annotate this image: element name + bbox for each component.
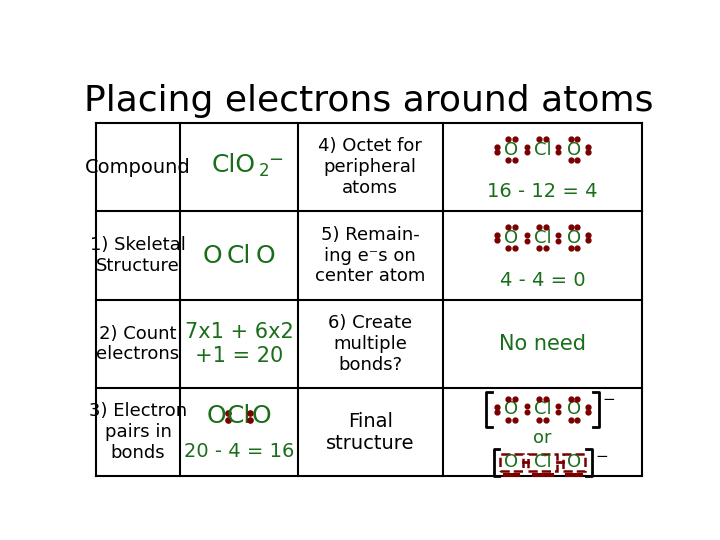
- Text: O: O: [504, 140, 518, 159]
- Text: or: or: [534, 429, 552, 447]
- Text: No need: No need: [499, 334, 586, 354]
- Text: O: O: [567, 400, 581, 418]
- Text: Cl: Cl: [534, 229, 552, 247]
- Text: Cl: Cl: [534, 140, 552, 159]
- Text: −: −: [268, 151, 283, 168]
- Text: O: O: [256, 244, 276, 267]
- Text: Placing electrons around atoms: Placing electrons around atoms: [84, 84, 654, 118]
- Text: O: O: [567, 140, 581, 159]
- Text: O: O: [504, 229, 518, 247]
- Text: Cl: Cl: [534, 453, 552, 471]
- Text: O: O: [207, 404, 227, 428]
- Text: 3) Electron
pairs in
bonds: 3) Electron pairs in bonds: [89, 402, 187, 462]
- Text: O: O: [504, 453, 518, 471]
- Text: O: O: [202, 244, 222, 267]
- Text: ClO: ClO: [212, 153, 256, 177]
- Text: 7x1 + 6x2
+1 = 20: 7x1 + 6x2 +1 = 20: [185, 322, 294, 366]
- Text: Compound: Compound: [85, 158, 191, 177]
- Text: Final
structure: Final structure: [326, 412, 415, 453]
- Text: 2: 2: [259, 161, 269, 179]
- Text: Cl: Cl: [227, 244, 251, 267]
- Text: 2) Count
electrons: 2) Count electrons: [96, 325, 179, 363]
- Text: 5) Remain-
ing e⁻s on
center atom: 5) Remain- ing e⁻s on center atom: [315, 226, 426, 285]
- Text: 4) Octet for
peripheral
atoms: 4) Octet for peripheral atoms: [318, 137, 423, 197]
- Text: Cl: Cl: [227, 404, 251, 428]
- Text: 6) Create
multiple
bonds?: 6) Create multiple bonds?: [328, 314, 413, 374]
- Text: 1) Skeletal
Structure: 1) Skeletal Structure: [90, 236, 186, 275]
- Text: 20 - 4 = 16: 20 - 4 = 16: [184, 442, 294, 461]
- Text: Cl: Cl: [534, 400, 552, 418]
- Text: O: O: [567, 453, 581, 471]
- Text: 16 - 12 = 4: 16 - 12 = 4: [487, 183, 598, 201]
- Text: 4 - 4 = 0: 4 - 4 = 0: [500, 271, 585, 290]
- Text: −: −: [595, 449, 608, 463]
- Text: O: O: [504, 400, 518, 418]
- Text: −: −: [603, 392, 615, 407]
- Text: O: O: [567, 229, 581, 247]
- Text: O: O: [251, 404, 271, 428]
